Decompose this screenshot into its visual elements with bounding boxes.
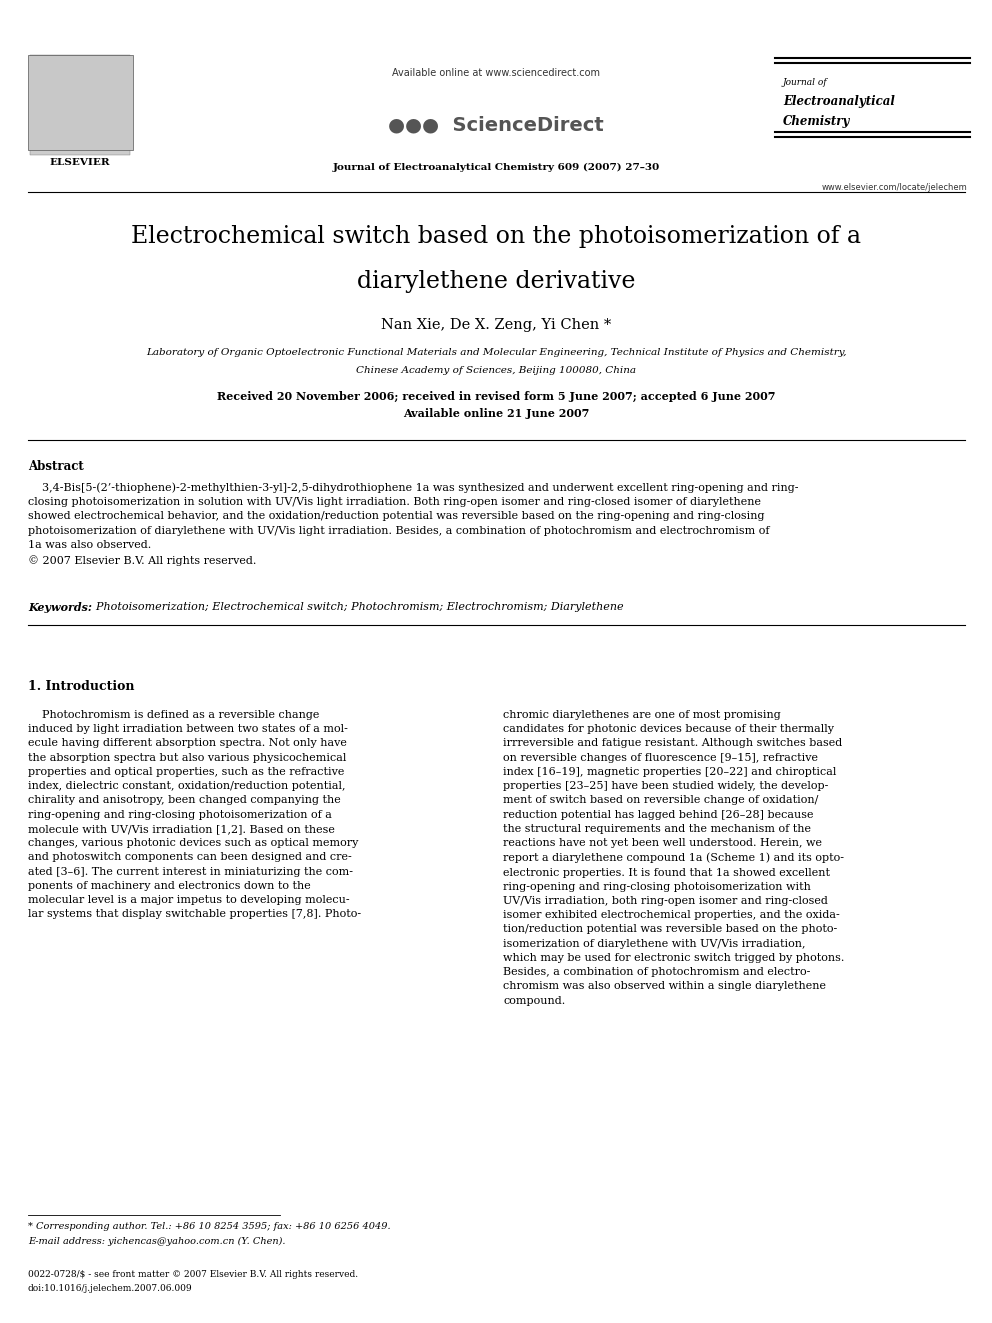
Text: chromic diarylethenes are one of most promising
candidates for photonic devices : chromic diarylethenes are one of most pr… <box>503 710 844 1005</box>
Text: E-mail address: yichencas@yahoo.com.cn (Y. Chen).: E-mail address: yichencas@yahoo.com.cn (… <box>28 1237 286 1246</box>
Text: Received 20 November 2006; received in revised form 5 June 2007; accepted 6 June: Received 20 November 2006; received in r… <box>216 392 776 402</box>
Text: Nan Xie, De X. Zeng, Yi Chen *: Nan Xie, De X. Zeng, Yi Chen * <box>381 318 611 332</box>
Text: Electroanalytical: Electroanalytical <box>783 95 895 108</box>
Text: Photoisomerization; Electrochemical switch; Photochromism; Electrochromism; Diar: Photoisomerization; Electrochemical swit… <box>88 602 623 613</box>
Text: diarylethene derivative: diarylethene derivative <box>357 270 635 292</box>
Text: Chinese Academy of Sciences, Beijing 100080, China: Chinese Academy of Sciences, Beijing 100… <box>356 366 636 374</box>
Text: Chemistry: Chemistry <box>783 115 850 128</box>
Text: Laboratory of Organic Optoelectronic Functional Materials and Molecular Engineer: Laboratory of Organic Optoelectronic Fun… <box>146 348 846 357</box>
Text: Available online 21 June 2007: Available online 21 June 2007 <box>403 407 589 419</box>
Text: doi:10.1016/j.jelechem.2007.06.009: doi:10.1016/j.jelechem.2007.06.009 <box>28 1285 192 1293</box>
Text: * Corresponding author. Tel.: +86 10 8254 3595; fax: +86 10 6256 4049.: * Corresponding author. Tel.: +86 10 825… <box>28 1222 391 1230</box>
Text: Journal of Electroanalytical Chemistry 609 (2007) 27–30: Journal of Electroanalytical Chemistry 6… <box>332 163 660 172</box>
Text: Electrochemical switch based on the photoisomerization of a: Electrochemical switch based on the phot… <box>131 225 861 247</box>
Text: ELSEVIER: ELSEVIER <box>50 157 110 167</box>
Text: Photochromism is defined as a reversible change
induced by light irradiation bet: Photochromism is defined as a reversible… <box>28 710 361 919</box>
Bar <box>30 56 130 155</box>
Text: Available online at www.sciencedirect.com: Available online at www.sciencedirect.co… <box>392 67 600 78</box>
Text: Abstract: Abstract <box>28 460 83 474</box>
Text: www.elsevier.com/locate/jelechem: www.elsevier.com/locate/jelechem <box>822 183 968 192</box>
Text: Journal of: Journal of <box>783 78 827 87</box>
Text: ●●●  ScienceDirect: ●●● ScienceDirect <box>388 115 604 134</box>
Text: 1. Introduction: 1. Introduction <box>28 680 135 693</box>
Text: 0022-0728/$ - see front matter © 2007 Elsevier B.V. All rights reserved.: 0022-0728/$ - see front matter © 2007 El… <box>28 1270 358 1279</box>
Text: Keywords:: Keywords: <box>28 602 92 613</box>
Text: 3,4-Bis[5-(2’-thiophene)-2-methylthien-3-yl]-2,5-dihydrothiophene 1a was synthes: 3,4-Bis[5-(2’-thiophene)-2-methylthien-3… <box>28 482 799 566</box>
